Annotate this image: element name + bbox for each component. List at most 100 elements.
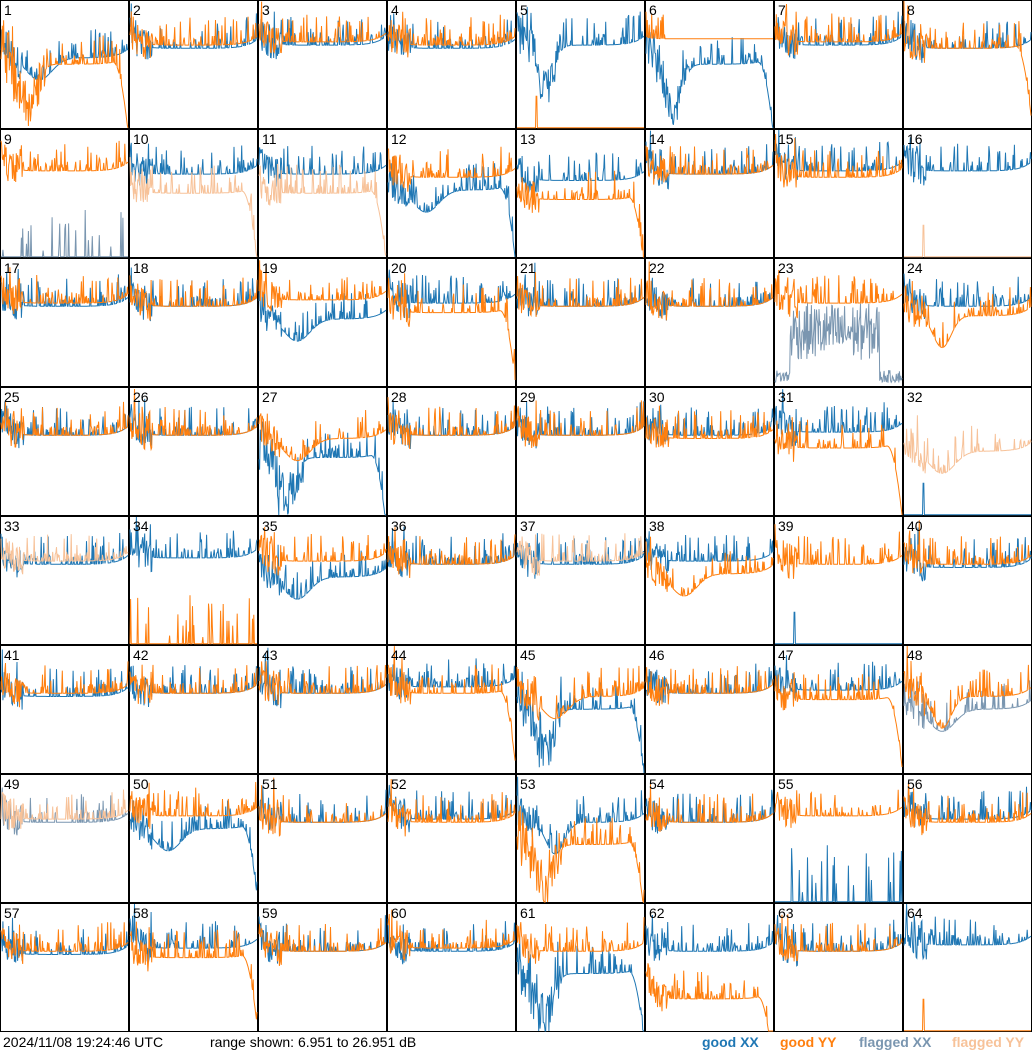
panel-55: 55 — [774, 774, 903, 903]
panel-1: 1 — [0, 0, 129, 129]
panel-49: 49 — [0, 774, 129, 903]
panel-frame — [774, 903, 903, 1032]
series-yy — [903, 645, 1032, 729]
series-xx — [903, 785, 1032, 829]
panel-25: 25 — [0, 387, 129, 516]
panel-frame — [387, 0, 516, 129]
series-yy — [0, 401, 129, 448]
panel-58: 58 — [129, 903, 258, 1032]
panel-frame — [774, 516, 903, 645]
series-yy — [645, 963, 773, 1032]
panel-27: 27 — [258, 387, 387, 516]
series-yy — [903, 782, 1032, 836]
series-xx — [387, 269, 516, 319]
panel-4: 4 — [387, 0, 516, 129]
panel-label: 26 — [133, 389, 149, 405]
panel-33: 33 — [0, 516, 129, 645]
panel-frame — [258, 903, 387, 1032]
timestamp-label: 2024/11/08 19:24:46 UTC — [3, 1034, 164, 1050]
panel-label: 29 — [520, 389, 536, 405]
panel-18: 18 — [129, 258, 258, 387]
legend-good-yy: good YY — [780, 1034, 837, 1050]
series-xx — [774, 389, 903, 447]
panel-frame — [774, 387, 903, 516]
series-yy — [0, 789, 129, 830]
series-xx — [516, 152, 645, 194]
series-xx — [387, 156, 516, 258]
series-xx — [516, 935, 644, 1032]
panel-36: 36 — [387, 516, 516, 645]
panel-label: 7 — [778, 2, 786, 18]
panel-label: 25 — [4, 389, 20, 405]
panel-frame — [258, 0, 387, 129]
series-yy — [258, 918, 387, 966]
panel-label: 15 — [778, 131, 794, 147]
panel-59: 59 — [258, 903, 387, 1032]
series-yy — [387, 527, 516, 579]
panel-label: 27 — [262, 389, 278, 405]
panel-label: 59 — [262, 905, 278, 921]
series-yy — [774, 417, 903, 516]
panel-28: 28 — [387, 387, 516, 516]
panel-6: 6 — [645, 0, 774, 129]
panel-label: 24 — [907, 260, 923, 276]
panel-frame — [645, 258, 774, 387]
panel-frame — [0, 774, 129, 903]
panel-frame — [387, 903, 516, 1032]
panel-label: 34 — [133, 518, 149, 534]
panel-frame — [258, 258, 387, 387]
series-yy — [387, 146, 516, 192]
panel-10: 10 — [129, 129, 258, 258]
series-yy — [516, 170, 644, 258]
series-xx — [645, 29, 774, 129]
panel-label: 22 — [649, 260, 665, 276]
panel-56: 56 — [903, 774, 1032, 903]
panel-53: 53 — [516, 774, 645, 904]
series-yy — [516, 400, 645, 449]
panel-label: 47 — [778, 647, 794, 663]
panel-label: 55 — [778, 776, 794, 792]
series-yy — [387, 909, 516, 961]
panel-label: 48 — [907, 647, 923, 663]
panel-label: 2 — [133, 2, 141, 18]
panel-frame — [903, 0, 1032, 129]
panel-label: 52 — [391, 776, 407, 792]
series-yy — [517, 95, 644, 129]
series-yy — [774, 789, 903, 828]
panel-7: 7 — [774, 0, 903, 129]
panel-35: 35 — [258, 516, 387, 645]
panel-frame — [645, 645, 774, 774]
legend-flagged-xx: flagged XX — [859, 1034, 932, 1050]
panel-label: 43 — [262, 647, 278, 663]
panel-label: 4 — [391, 2, 399, 18]
series-yy — [516, 533, 645, 576]
panel-label: 28 — [391, 389, 407, 405]
panel-label: 41 — [4, 647, 20, 663]
series-xx — [258, 647, 387, 709]
panel-47: 47 — [774, 645, 903, 774]
series-xx — [775, 845, 903, 903]
panel-frame — [129, 387, 258, 516]
series-yy — [0, 922, 129, 965]
panel-63: 63 — [774, 903, 903, 1032]
panel-label: 10 — [133, 131, 149, 147]
series-yy — [645, 784, 774, 833]
series-yy — [129, 595, 257, 645]
series-yy — [904, 224, 1031, 258]
panel-label: 56 — [907, 776, 923, 792]
panel-frame — [516, 774, 645, 903]
panel-15: 15 — [774, 129, 903, 258]
series-xx — [516, 776, 645, 855]
panel-frame — [645, 774, 774, 903]
panel-label: 50 — [133, 776, 149, 792]
panel-frame — [387, 129, 516, 258]
series-yy — [516, 665, 645, 721]
series-yy — [258, 1, 387, 54]
panel-label: 44 — [391, 647, 407, 663]
panel-label: 18 — [133, 260, 149, 276]
series-xx — [904, 482, 1031, 516]
panel-frame — [516, 258, 645, 387]
panel-54: 54 — [645, 774, 774, 903]
panel-2: 2 — [129, 0, 258, 129]
